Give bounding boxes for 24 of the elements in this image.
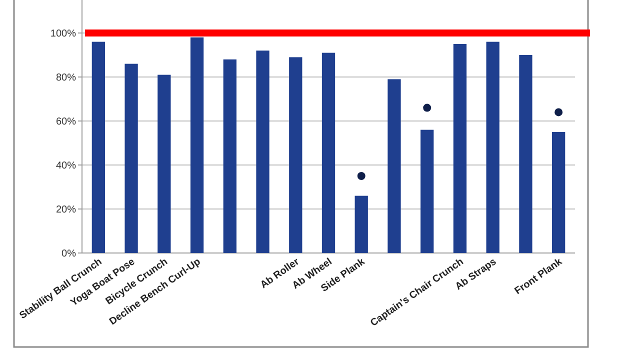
bar — [388, 79, 401, 253]
point — [423, 104, 432, 112]
bar — [354, 196, 368, 253]
y-tick-label: 20% — [56, 204, 76, 216]
bar — [256, 50, 270, 253]
bar — [92, 42, 106, 253]
y-tick-label: 100% — [50, 28, 76, 40]
bar — [420, 130, 434, 253]
bar — [486, 42, 500, 253]
point — [357, 172, 366, 180]
bar — [158, 74, 171, 253]
point — [554, 108, 563, 116]
bar — [223, 59, 236, 253]
y-tick-label: 80% — [56, 72, 76, 84]
bar — [289, 57, 302, 253]
bar — [190, 37, 204, 253]
bar — [322, 52, 336, 253]
y-tick-label: 40% — [56, 160, 76, 172]
bar — [552, 132, 566, 253]
bar — [453, 44, 467, 253]
y-tick-label: 60% — [56, 116, 76, 128]
y-tick-label: 0% — [62, 248, 76, 260]
bar — [124, 64, 138, 253]
bar — [519, 55, 532, 253]
